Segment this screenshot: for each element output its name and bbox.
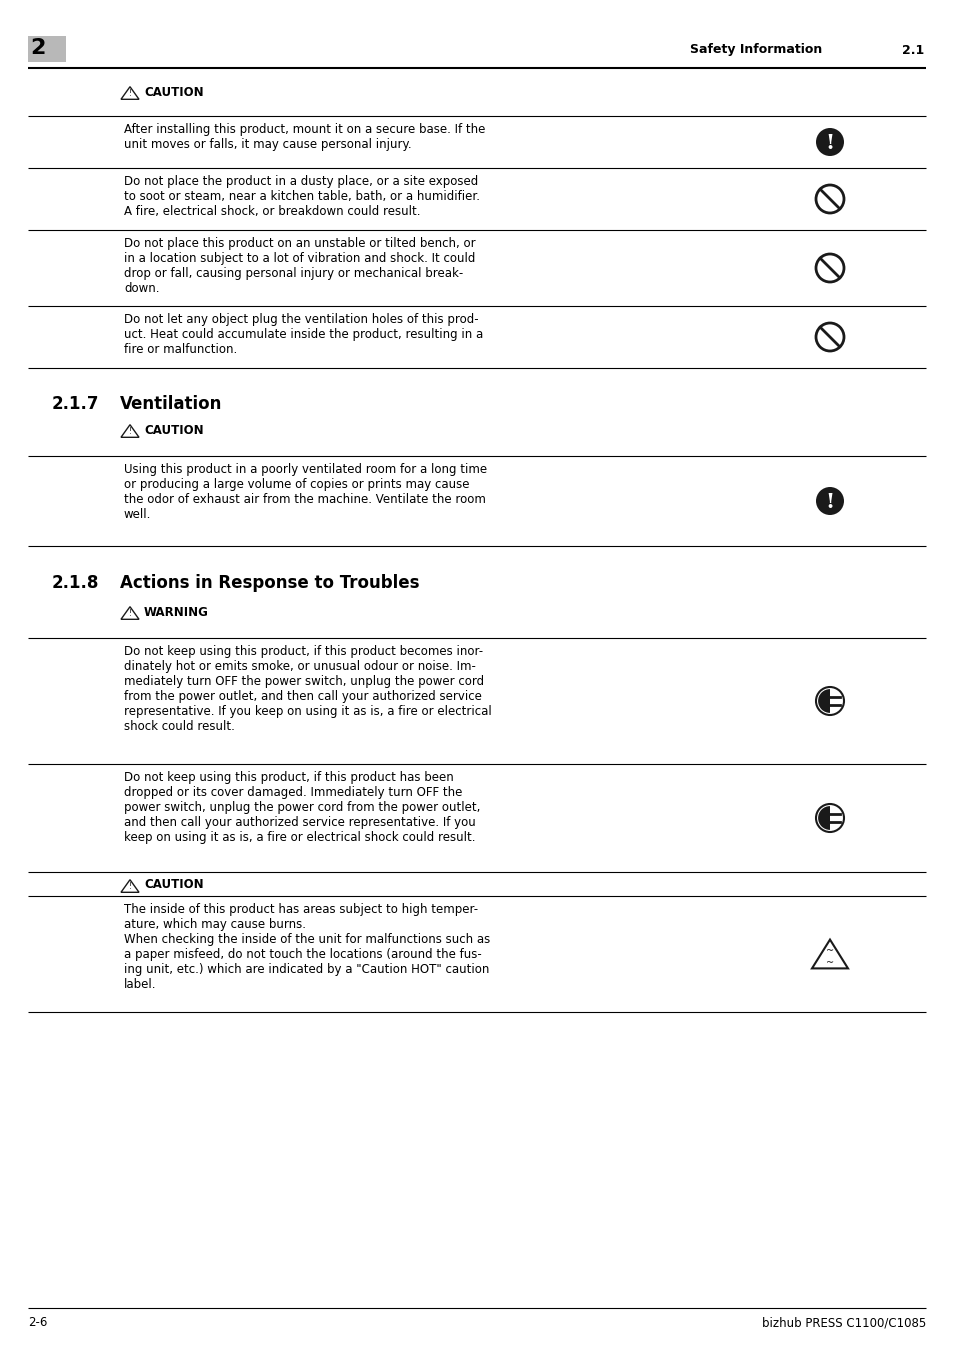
Bar (28, 36, 66, 62)
Text: !: ! (129, 89, 132, 99)
Text: Actions in Response to Troubles: Actions in Response to Troubles (120, 574, 419, 592)
Text: Do not keep using this product, if this product becomes inor-
dinately hot or em: Do not keep using this product, if this … (124, 644, 491, 734)
Text: !: ! (129, 427, 132, 436)
Text: CAUTION: CAUTION (144, 878, 203, 892)
Text: Do not let any object plug the ventilation holes of this prod-
uct. Heat could a: Do not let any object plug the ventilati… (124, 313, 483, 357)
Text: !: ! (129, 882, 132, 892)
Text: CAUTION: CAUTION (144, 86, 203, 99)
Text: The inside of this product has areas subject to high temper-
ature, which may ca: The inside of this product has areas sub… (124, 902, 490, 992)
Circle shape (815, 128, 843, 155)
Text: Do not place this product on an unstable or tilted bench, or
in a location subje: Do not place this product on an unstable… (124, 236, 476, 295)
Wedge shape (818, 689, 829, 713)
Text: !: ! (129, 609, 132, 619)
Text: ~
~: ~ ~ (825, 946, 833, 967)
Text: After installing this product, mount it on a secure base. If the
unit moves or f: After installing this product, mount it … (124, 123, 485, 151)
Text: bizhub PRESS C1100/C1085: bizhub PRESS C1100/C1085 (760, 1316, 925, 1329)
Text: 2: 2 (30, 38, 46, 58)
Text: Do not place the product in a dusty place, or a site exposed
to soot or steam, n: Do not place the product in a dusty plac… (124, 176, 479, 218)
Text: Do not keep using this product, if this product has been
dropped or its cover da: Do not keep using this product, if this … (124, 771, 480, 844)
Text: 2.1.8: 2.1.8 (52, 574, 99, 592)
Text: WARNING: WARNING (144, 607, 209, 619)
Text: 2-6: 2-6 (28, 1316, 48, 1329)
Text: Using this product in a poorly ventilated room for a long time
or producing a la: Using this product in a poorly ventilate… (124, 463, 487, 521)
Text: 2.1.7: 2.1.7 (52, 394, 99, 413)
Text: Safety Information: Safety Information (689, 43, 821, 57)
Text: !: ! (824, 492, 834, 512)
Wedge shape (818, 807, 829, 830)
Circle shape (815, 486, 843, 515)
Text: 2.1: 2.1 (901, 43, 923, 57)
Text: Ventilation: Ventilation (120, 394, 222, 413)
Text: !: ! (824, 132, 834, 153)
Text: CAUTION: CAUTION (144, 424, 203, 436)
